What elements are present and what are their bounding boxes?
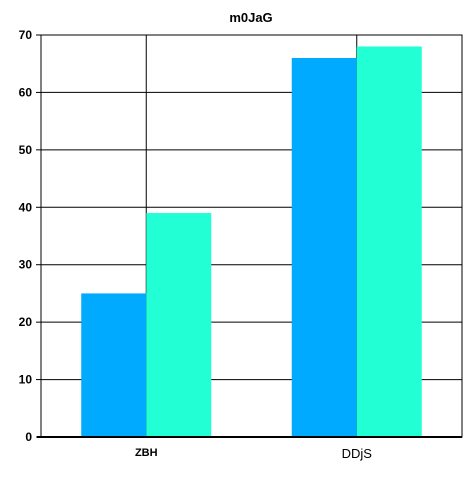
y-tick-label: 60 [19,85,33,99]
x-tick-label: DDjS [342,446,373,461]
bar [291,57,357,437]
y-tick-label: 40 [19,200,33,214]
y-tick-label: 0 [25,430,32,444]
y-tick-label: 30 [19,258,33,272]
x-axis-ticks: ZBH DDjS [135,446,372,461]
y-tick-label: 50 [19,143,33,157]
y-tick-label: 20 [19,315,33,329]
bar [81,293,147,437]
y-tick-label: 70 [19,28,33,42]
bar [146,213,212,437]
bar [356,46,422,437]
axes [37,34,463,438]
x-tick-label: ZBH [135,447,158,459]
bars [81,46,422,437]
chart-title: m0JaG [229,10,272,25]
y-axis-ticks: 0 10 20 30 40 50 60 70 [19,28,41,444]
y-tick-label: 10 [19,373,33,387]
